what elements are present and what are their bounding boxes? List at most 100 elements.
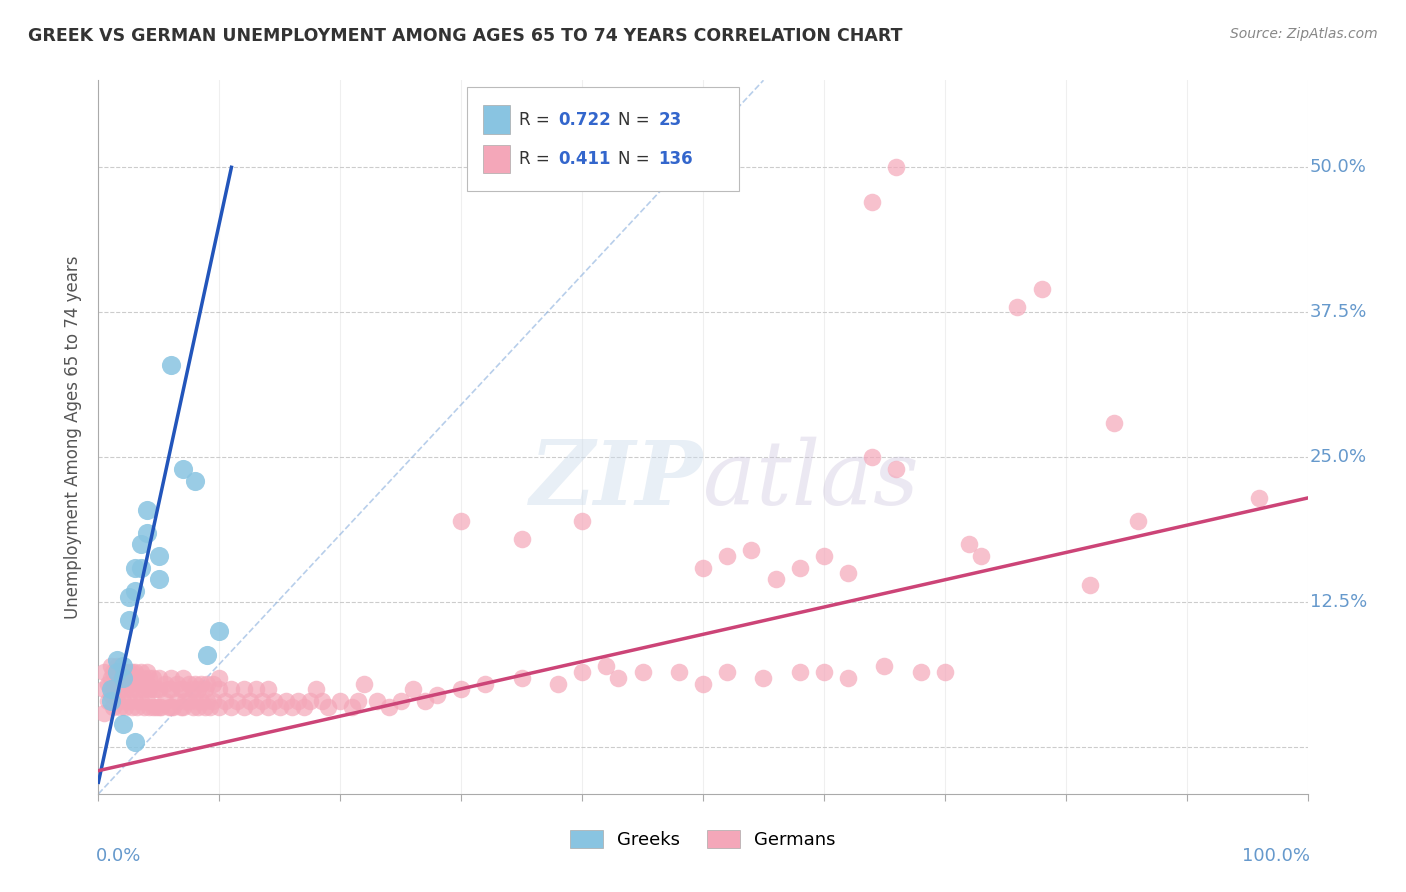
Point [166,676,188,690]
Point [135,665,157,679]
Point [194,699,217,714]
Point [100,682,122,697]
Point [111,676,134,690]
Point [607,671,630,685]
Point [450,514,472,528]
Point [105,653,128,667]
Point [347,694,370,708]
Text: 23: 23 [658,111,682,128]
Point [100,688,122,702]
Point [100,694,122,708]
Point [127,682,149,697]
Point [413,694,436,708]
Point [145,699,167,714]
Point [127,699,149,714]
Text: N =: N = [619,150,655,168]
Point [316,699,339,714]
Point [208,682,231,697]
Point [886,462,908,476]
Point [474,676,496,690]
Point [187,699,209,714]
Y-axis label: Unemployment Among Ages 65 to 74 years: Unemployment Among Ages 65 to 74 years [65,255,83,619]
Point [160,671,183,685]
Point [813,549,835,563]
Point [571,514,593,528]
Point [135,502,157,516]
Point [111,694,134,708]
Point [129,676,152,690]
Point [510,671,533,685]
Point [208,671,231,685]
Point [214,694,236,708]
Point [202,694,225,708]
Point [101,682,124,697]
Point [118,613,141,627]
Point [198,699,221,714]
Point [118,694,141,708]
Point [169,682,191,697]
Point [934,665,956,679]
Point [105,676,128,690]
Text: 100.0%: 100.0% [1241,847,1310,865]
Point [190,676,212,690]
Point [692,676,714,690]
Point [274,694,297,708]
Point [184,694,207,708]
Point [145,682,167,697]
Point [366,694,388,708]
Point [172,671,194,685]
Bar [482,145,509,173]
Point [789,665,811,679]
Point [160,699,183,714]
Point [172,699,194,714]
Text: 12.5%: 12.5% [1310,593,1367,611]
Point [1249,491,1271,505]
Point [873,659,896,673]
Point [108,699,131,714]
Point [184,676,207,690]
Point [124,665,146,679]
Point [118,590,141,604]
Bar [482,105,509,134]
Point [129,665,152,679]
Point [148,699,170,714]
Point [187,682,209,697]
Point [135,694,157,708]
Point [100,659,122,673]
Point [114,665,136,679]
Point [134,699,156,714]
Text: R =: R = [519,150,555,168]
Point [118,676,141,690]
Point [195,676,218,690]
Point [232,699,254,714]
Point [571,665,593,679]
Point [256,682,278,697]
Point [860,450,883,465]
Point [121,665,143,679]
Point [111,659,134,673]
Point [166,694,188,708]
Text: 0.411: 0.411 [558,150,610,168]
Point [134,671,156,685]
Point [190,694,212,708]
Point [377,699,399,714]
Point [195,694,218,708]
Point [305,682,328,697]
Point [510,532,533,546]
Point [138,699,160,714]
Point [135,676,157,690]
Point [886,161,908,175]
Point [184,474,207,488]
Point [129,560,152,574]
Point [740,543,762,558]
Point [148,671,170,685]
Text: ZIP: ZIP [530,437,703,523]
Point [595,659,617,673]
Text: 37.5%: 37.5% [1310,303,1368,321]
Point [118,665,141,679]
Point [101,665,124,679]
Point [426,688,449,702]
Point [93,706,115,720]
Point [195,648,218,662]
Point [160,358,183,372]
